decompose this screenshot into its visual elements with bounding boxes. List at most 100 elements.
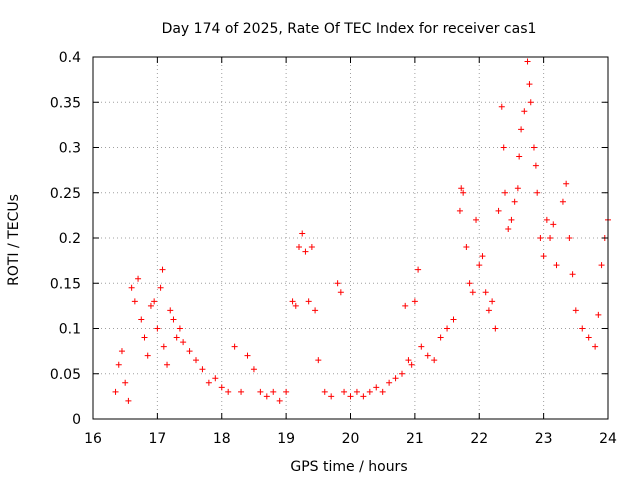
data-point	[527, 99, 534, 106]
data-point	[212, 375, 219, 382]
data-point	[399, 370, 405, 377]
data-point	[276, 397, 283, 404]
data-point	[532, 162, 539, 169]
data-point	[373, 384, 380, 391]
y-tick-label: 0.2	[59, 231, 81, 247]
y-tick-label: 0.15	[50, 276, 81, 292]
data-point	[482, 289, 489, 296]
y-tick-label: 0.4	[59, 50, 81, 66]
chart-title: Day 174 of 2025, Rate Of TEC Index for r…	[162, 21, 537, 37]
data-point	[563, 180, 570, 187]
data-point	[231, 343, 238, 350]
ticks-layer: 16 17 18 19 20 21 22 23 24 0 0.05 0.1 0.15 0.2 0.25 0.3…	[50, 50, 617, 447]
data-point	[360, 393, 367, 400]
data-point	[147, 302, 154, 309]
data-point	[341, 388, 348, 395]
data-point	[511, 198, 518, 205]
data-point	[516, 153, 523, 160]
y-tick-label: 0	[72, 412, 81, 428]
data-point	[170, 316, 177, 323]
data-point	[547, 235, 554, 241]
data-point	[431, 357, 438, 364]
data-point	[128, 284, 135, 291]
data-point	[157, 284, 164, 291]
data-point	[315, 357, 322, 364]
data-point	[418, 343, 425, 350]
data-point	[408, 361, 415, 368]
data-point	[479, 253, 486, 260]
data-point	[160, 343, 167, 350]
data-point	[366, 388, 373, 395]
data-point	[218, 384, 225, 391]
data-point	[180, 339, 187, 346]
data-point	[337, 289, 344, 296]
data-point	[308, 244, 315, 251]
data-point	[550, 221, 557, 228]
data-point	[238, 388, 245, 395]
data-point	[444, 325, 451, 332]
data-point	[118, 348, 125, 355]
data-point	[485, 307, 492, 314]
data-point	[553, 262, 560, 269]
data-point	[292, 302, 299, 309]
data-point	[492, 325, 499, 332]
data-point	[250, 366, 257, 373]
data-point	[473, 216, 480, 223]
y-tick-label: 0.25	[50, 186, 81, 202]
data-point	[115, 361, 122, 368]
data-point	[405, 357, 412, 364]
data-point	[566, 235, 573, 241]
data-point	[283, 388, 290, 395]
y-tick-label: 0.35	[50, 95, 81, 111]
data-point	[500, 144, 507, 151]
data-point	[526, 81, 533, 88]
data-point	[296, 244, 302, 251]
data-point	[225, 388, 232, 395]
data-point	[489, 298, 496, 305]
data-point	[514, 185, 521, 192]
data-point	[131, 298, 138, 305]
x-tick-label: 16	[84, 431, 102, 447]
data-point	[257, 388, 264, 395]
data-point	[450, 316, 457, 323]
data-point	[456, 207, 463, 214]
points-layer	[112, 58, 611, 404]
data-point	[289, 298, 296, 305]
x-tick-label: 24	[599, 431, 617, 447]
data-point	[299, 230, 306, 237]
data-point	[112, 388, 119, 395]
x-tick-label: 20	[342, 431, 360, 447]
data-point	[415, 266, 422, 273]
data-point	[518, 126, 525, 133]
data-point	[193, 357, 199, 364]
data-point	[154, 325, 161, 332]
data-point	[176, 325, 183, 332]
data-point	[164, 361, 171, 368]
x-tick-label: 23	[535, 431, 553, 447]
data-point	[312, 307, 319, 314]
x-tick-label: 18	[213, 431, 231, 447]
data-point	[199, 366, 206, 373]
data-point	[125, 397, 132, 404]
data-point	[460, 189, 467, 196]
data-point	[466, 280, 473, 287]
data-point	[334, 280, 341, 287]
data-point	[521, 108, 528, 115]
data-point	[392, 375, 399, 382]
data-point	[559, 198, 566, 205]
data-point	[347, 393, 354, 400]
data-point	[585, 334, 592, 341]
data-point	[424, 352, 431, 359]
data-point	[151, 298, 158, 305]
data-point	[458, 185, 465, 192]
x-axis-label: GPS time / hours	[290, 459, 407, 475]
y-tick-label: 0.3	[59, 141, 81, 157]
data-point	[508, 216, 515, 223]
data-point	[502, 189, 508, 196]
data-point	[305, 298, 312, 305]
data-point	[469, 289, 476, 296]
data-point	[495, 207, 502, 214]
y-tick-label: 0.05	[50, 367, 81, 383]
y-axis-label: ROTI / TECUs	[6, 194, 22, 286]
x-tick-label: 21	[406, 431, 424, 447]
